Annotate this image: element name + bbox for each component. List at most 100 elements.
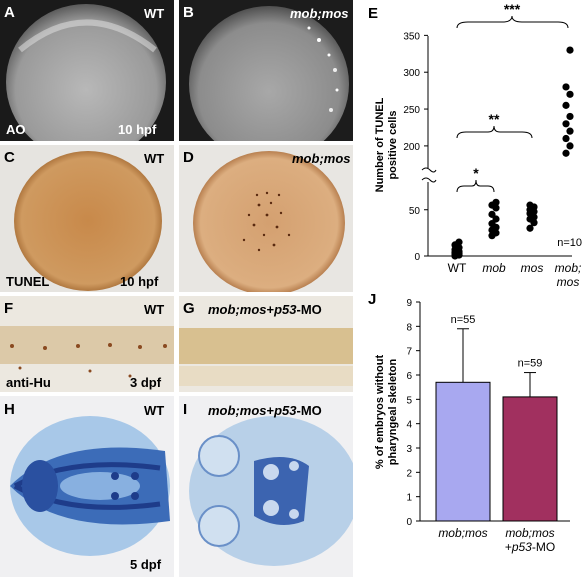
panel-a-letter: A (4, 4, 15, 21)
pharyngeal-bar-chart: % of embryos without pharyngeal skeleton… (374, 298, 570, 554)
panel-i-image (179, 396, 353, 577)
chart-e-point (562, 83, 570, 91)
panel-b-image (179, 0, 353, 141)
panel-c-image (0, 145, 174, 292)
chart-j-xlabel-bar2-plus: + (505, 540, 512, 554)
chart-e-point (562, 149, 570, 157)
chart-j-ytick-label: 3 (406, 444, 412, 455)
chart-e-xlabel-mobmos-line2: mos (557, 275, 580, 289)
panel-i-genotype: mob;mos+p53-MO (208, 404, 322, 417)
sig-bracket-wt-mos (456, 125, 533, 139)
chart-e-ylabel-line2: positive cells (387, 110, 399, 179)
panel-i-genotype-c: p53 (274, 403, 297, 418)
panel-f-genotype: WT (144, 302, 165, 317)
panel-a-stain: AO (6, 122, 26, 137)
panel-h-genotype: WT (144, 403, 165, 418)
chart-e-point (566, 90, 574, 98)
chart-e-point (562, 120, 570, 128)
panel-f-stain: anti-Hu (6, 375, 51, 390)
chart-j-n-label: n=55 (451, 314, 476, 326)
panel-f-letter: F (4, 300, 14, 317)
embryo-tunel-wt (14, 151, 162, 291)
panel-h-stage: 5 dpf (130, 557, 162, 572)
embryo-fluorescence-wt (6, 4, 166, 141)
panel-e-letter: E (368, 5, 379, 22)
chart-e-point (562, 134, 570, 143)
panel-i-genotype-a: mob;mos (208, 403, 267, 418)
panel-i-genotype-d: -MO (296, 403, 322, 418)
panel-d-stage: 10 hpf (120, 274, 159, 289)
chart-j-n-label: n=59 (518, 358, 543, 370)
panel-a-stage: 10 hpf (118, 122, 157, 137)
chart-e-point (488, 210, 496, 218)
panel-d-genotype: mob;mos (292, 151, 351, 166)
chart-j-ytick-label: 4 (406, 420, 412, 431)
chart-e-point (455, 238, 463, 246)
panel-f-stage: 3 dpf (130, 375, 162, 390)
cartilage-stain-wt (10, 416, 170, 556)
chart-j-ytick-label: 6 (406, 371, 412, 382)
chart-j-ytick-label: 7 (406, 347, 412, 358)
chart-j-ytick-label: 0 (406, 517, 412, 528)
chart-j-bar (502, 396, 558, 522)
chart-e-axis-break (421, 167, 437, 183)
sig-label-wt-mobmos: *** (504, 1, 521, 17)
panel-d-stain: TUNEL (6, 274, 50, 289)
chart-j-bar (435, 381, 491, 522)
chart-e-point (566, 46, 574, 54)
panel-d-letter: D (183, 149, 194, 166)
panel-b-genotype: mob;mos (290, 6, 349, 21)
embryo-fluorescence-mutant (189, 6, 349, 141)
panel-g-genotype-d: -MO (296, 302, 322, 317)
panel-h-image (0, 396, 174, 577)
chart-j-ylabel-line2: pharyngeal skeleton (387, 359, 399, 466)
panel-c-letter: C (4, 149, 15, 166)
sig-label-wt-mob: * (473, 165, 479, 181)
panel-b-letter: B (183, 4, 194, 21)
panel-h-letter: H (4, 401, 15, 418)
chart-j-ytick-label: 2 (406, 468, 412, 479)
panel-g-letter: G (183, 300, 195, 317)
chart-e-ylabel-line1: Number of TUNEL (374, 97, 386, 192)
panel-g-image (179, 296, 353, 392)
chart-e-n-note: n=10 (557, 237, 582, 249)
sig-bracket-wt-mobmos (456, 15, 569, 29)
panel-j-letter: J (368, 291, 377, 308)
embryo-tunel-mutant (193, 151, 345, 292)
panel-d-image (179, 145, 353, 292)
chart-e-point (566, 142, 574, 150)
chart-j-xlabel-bar2-line1: mob;mos (505, 526, 554, 540)
panel-g-genotype-c: p53 (274, 302, 297, 317)
chart-e-point (526, 224, 534, 232)
chart-j-ylabel-line1: % of embryos without (374, 355, 386, 470)
chart-e-xlabel-wt: WT (448, 261, 467, 275)
panel-c-genotype: WT (144, 151, 165, 166)
chart-e-ytick-label: 250 (403, 105, 420, 116)
panel-i-genotype-b: + (266, 403, 275, 418)
chart-j-xlabel-bar2-line2: +p53-MO (505, 540, 555, 554)
panel-a-genotype: WT (144, 6, 165, 21)
chart-e-ytick-label: 300 (403, 68, 420, 79)
sig-label-wt-mos: ** (489, 111, 500, 127)
chart-e-xlabel-mobmos-line1: mob; (555, 261, 582, 275)
panel-i-letter: I (183, 401, 188, 418)
panel-f-image (0, 296, 174, 392)
chart-e-point (566, 112, 574, 121)
chart-j-ytick-label: 8 (406, 322, 412, 333)
chart-j-ytick-label: 9 (406, 298, 412, 309)
panel-a-image (0, 0, 174, 141)
panel-g-genotype-b: + (266, 302, 275, 317)
chart-j-xlabel-bar1: mob;mos (438, 526, 487, 540)
cartilage-stain-mutant (189, 416, 353, 566)
neuron-stain-wt (0, 326, 174, 378)
chart-j-xlabel-bar2-p53: p53 (511, 540, 532, 554)
chart-e-point (526, 201, 534, 209)
chart-j-ytick-label: 5 (406, 395, 412, 406)
chart-j-xlabel-bar2-mo: -MO (532, 540, 555, 554)
chart-e-point (566, 127, 574, 135)
chart-e-ytick-label: 50 (409, 206, 421, 217)
chart-e-ytick-label: 350 (403, 31, 420, 42)
chart-e-point (562, 101, 570, 109)
chart-j-ytick-label: 1 (406, 493, 412, 504)
tunel-scatter-chart: Number of TUNEL positive cells 0 50 200 250… (374, 1, 582, 289)
